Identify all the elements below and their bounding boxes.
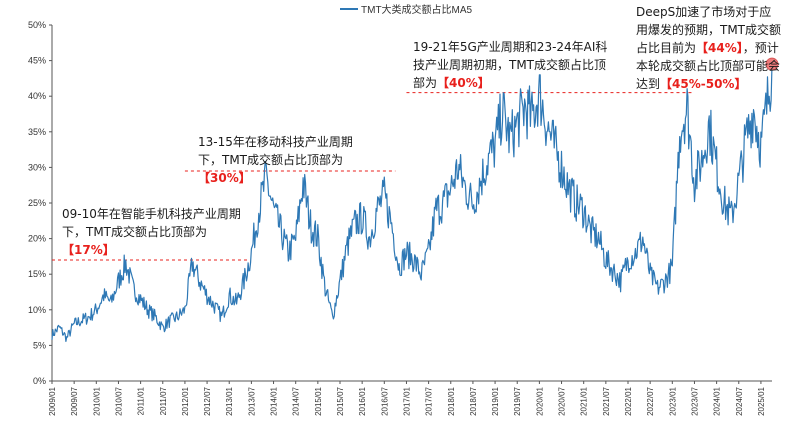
y-ticks: 0% 5% 10% 15% 20% 25% 30% 35% 40% 45% 50% (28, 20, 52, 386)
x-tick-label: 2010/01 (92, 386, 101, 415)
x-tick-label: 2013/07 (247, 386, 256, 415)
y-tick-label: 0% (33, 376, 46, 386)
y-tick-label: 20% (28, 234, 46, 244)
y-tick-label: 45% (28, 56, 46, 66)
y-tick-label: 35% (28, 127, 46, 137)
y-tick-label: 15% (28, 269, 46, 279)
x-tick-label: 2024/01 (713, 386, 722, 415)
reference-lines (52, 92, 695, 261)
x-tick-label: 2023/07 (690, 386, 699, 415)
series-line (51, 64, 773, 342)
annotation-17: 09-10年在智能手机科技产业周期下，TMT成交额占比顶部为【17%】 (62, 207, 241, 257)
annotation-44: DeepS加速了市场对于应用爆发的预期，TMT成交额占比目前为【44%】，预计本… (636, 5, 782, 91)
x-tick-label: 2024/07 (735, 386, 744, 415)
x-tick-label: 2012/01 (181, 386, 190, 415)
x-tick-label: 2020/01 (535, 386, 544, 415)
x-tick-label: 2011/01 (137, 386, 146, 415)
x-tick-label: 2014/01 (270, 386, 279, 415)
x-tick-label: 2025/01 (757, 386, 766, 415)
x-tick-label: 2010/07 (114, 386, 123, 415)
x-tick-label: 2022/01 (624, 386, 633, 415)
x-tick-label: 2011/07 (159, 386, 168, 415)
y-tick-label: 5% (33, 340, 46, 350)
x-tick-label: 2017/07 (425, 386, 434, 415)
y-tick-label: 10% (28, 305, 46, 315)
y-tick-label: 30% (28, 162, 46, 172)
x-tick-label: 2021/01 (580, 386, 589, 415)
annotation-40: 19-21年5G产业周期和23-24年AI科技产业周期初期，TMT成交额占比顶部… (413, 40, 608, 90)
x-tick-label: 2023/01 (668, 386, 677, 415)
x-tick-label: 2020/07 (558, 386, 567, 415)
x-tick-label: 2019/01 (491, 386, 500, 415)
y-tick-label: 25% (28, 198, 46, 208)
x-tick-label: 2015/01 (314, 386, 323, 415)
annotation-30: 13-15年在移动科技产业周期下，TMT成交额占比顶部为【30%】 (198, 135, 353, 185)
x-tick-label: 2016/07 (380, 386, 389, 415)
series-group (51, 64, 773, 342)
x-tick-label: 2012/07 (203, 386, 212, 415)
y-tick-label: 50% (28, 20, 46, 30)
x-tick-label: 2019/07 (513, 386, 522, 415)
x-tick-label: 2009/07 (70, 386, 79, 415)
x-tick-label: 2015/07 (336, 386, 345, 415)
x-tick-label: 2022/07 (646, 386, 655, 415)
x-tick-label: 2014/07 (292, 386, 301, 415)
x-tick-label: 2013/01 (225, 386, 234, 415)
x-tick-label: 2009/01 (48, 386, 57, 415)
x-tick-label: 2021/07 (602, 386, 611, 415)
x-tick-label: 2018/07 (469, 386, 478, 415)
legend-label: TMT大类成交额占比MA5 (361, 3, 473, 16)
x-tick-label: 2016/01 (358, 386, 367, 415)
y-tick-label: 40% (28, 91, 46, 101)
current-marker-group (765, 57, 779, 71)
legend: TMT大类成交额占比MA5 (340, 3, 473, 16)
x-tick-label: 2017/01 (402, 386, 411, 415)
x-ticks: 2009/01 2009/07 2010/01 2010/07 2011/01 2011/… (48, 381, 766, 416)
x-tick-label: 2018/01 (447, 386, 456, 415)
current-value-marker (765, 57, 779, 71)
